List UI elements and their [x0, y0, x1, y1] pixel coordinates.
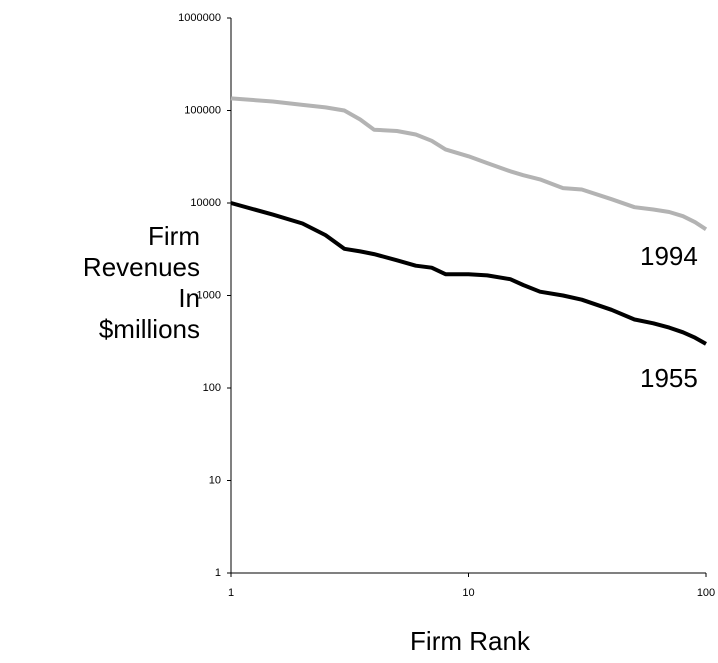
y-tick-label: 100000 [184, 104, 221, 116]
series-label: 1955 [640, 363, 698, 393]
x-tick-label: 1 [228, 587, 234, 599]
y-axis-label: In [178, 283, 200, 313]
y-axis-label: Firm [148, 221, 200, 251]
y-tick-label: 10 [209, 474, 221, 486]
y-tick-label: 1000000 [178, 12, 221, 24]
y-tick-label: 100 [203, 382, 221, 394]
x-axis-label: Firm Rank [410, 626, 531, 656]
y-tick-label: 10000 [190, 197, 221, 209]
series-line [230, 96, 708, 231]
y-tick-label: 1000 [197, 289, 221, 301]
series-label: 1994 [640, 241, 698, 271]
x-tick-label: 10 [462, 587, 474, 599]
y-tick-label: 1 [215, 567, 221, 579]
y-axis-label: $millions [99, 314, 200, 344]
y-axis-label: Revenues [83, 252, 200, 282]
series-line [230, 201, 707, 346]
x-tick-label: 100 [697, 587, 715, 599]
